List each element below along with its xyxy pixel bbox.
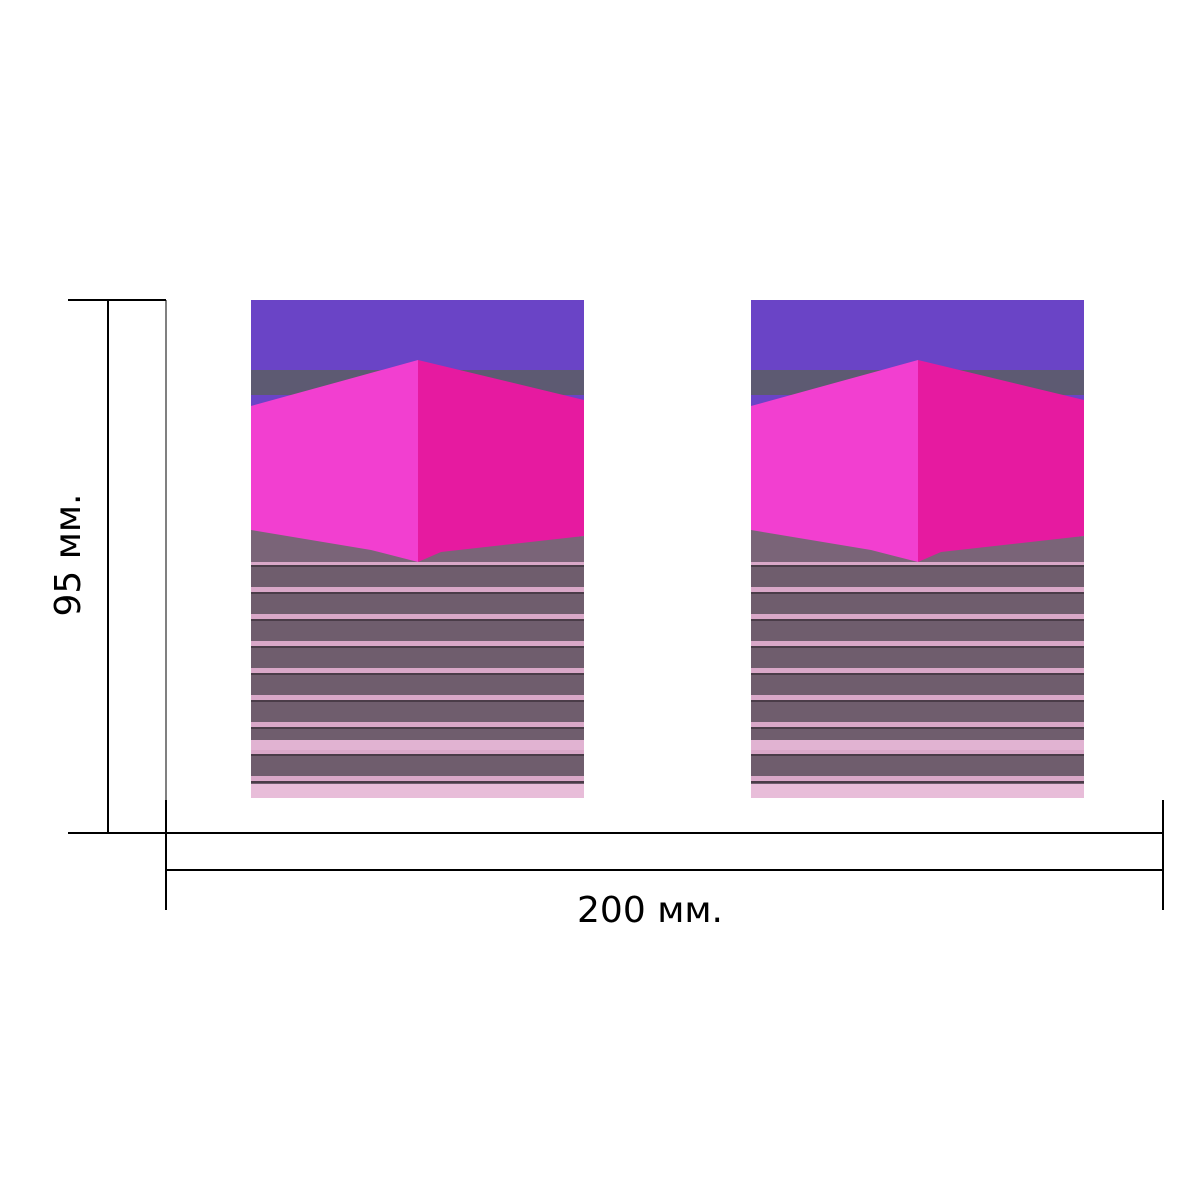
width-label: 200 мм. xyxy=(577,890,723,931)
width-dimension: 200 мм. xyxy=(165,800,1164,931)
product-photo xyxy=(251,300,584,798)
height-dimension: 95 мм. xyxy=(48,299,167,834)
height-label: 95 мм. xyxy=(48,493,89,616)
product-photo xyxy=(751,300,1084,798)
